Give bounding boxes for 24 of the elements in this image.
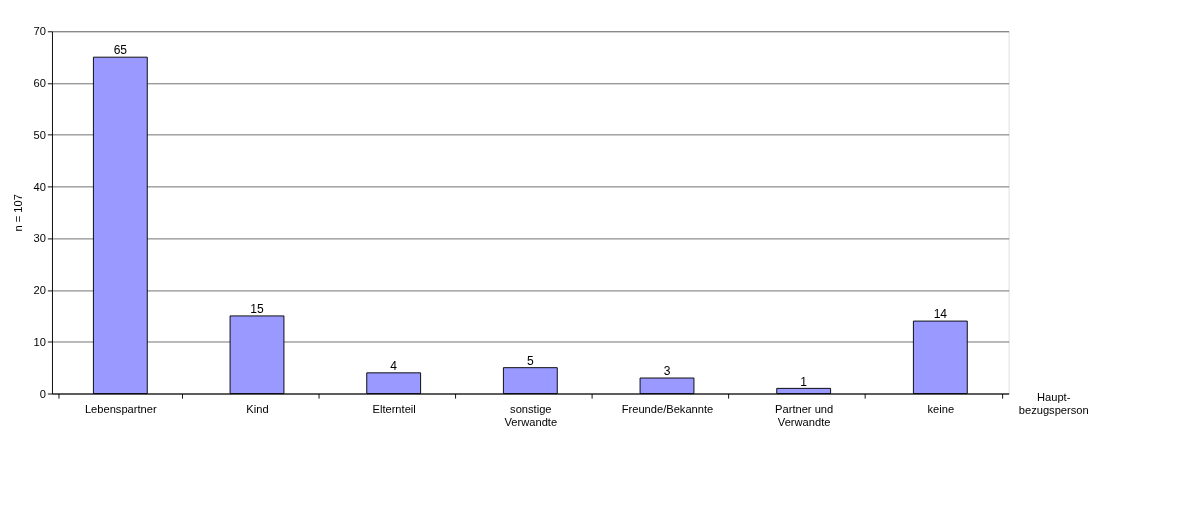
data-label: 14 <box>933 307 948 322</box>
data-label: 5 <box>526 353 534 368</box>
y-tick-label: 10 <box>33 335 46 348</box>
data-label: 4 <box>390 359 398 374</box>
x-tick-label: Lebenspartner <box>84 402 157 415</box>
data-label: 65 <box>113 43 128 58</box>
y-axis-title: n = 107 <box>11 194 24 232</box>
y-tick-label: 60 <box>33 77 46 90</box>
x-tick-label: sonstige Verwandte <box>504 402 558 428</box>
x-tick-label: Partner und Verwandte <box>775 402 834 428</box>
x-tick-label: Kind <box>246 402 269 415</box>
y-tick-label: 20 <box>33 284 46 297</box>
x-tick-label: Freunde/Bekannte <box>621 402 714 415</box>
x-tick-label: keine <box>927 402 955 415</box>
y-tick-label: 30 <box>33 232 46 245</box>
data-label: 3 <box>663 364 671 379</box>
x-tick-label: Elternteil <box>372 402 416 415</box>
y-tick-label: 0 <box>39 387 46 400</box>
y-tick-label: 70 <box>33 25 46 38</box>
y-tick-label: 40 <box>33 180 46 193</box>
data-label: 15 <box>250 302 265 317</box>
x-axis-title: Haupt- bezugsperson <box>1018 390 1089 416</box>
data-label: 1 <box>800 374 808 389</box>
y-tick-label: 50 <box>33 128 46 141</box>
